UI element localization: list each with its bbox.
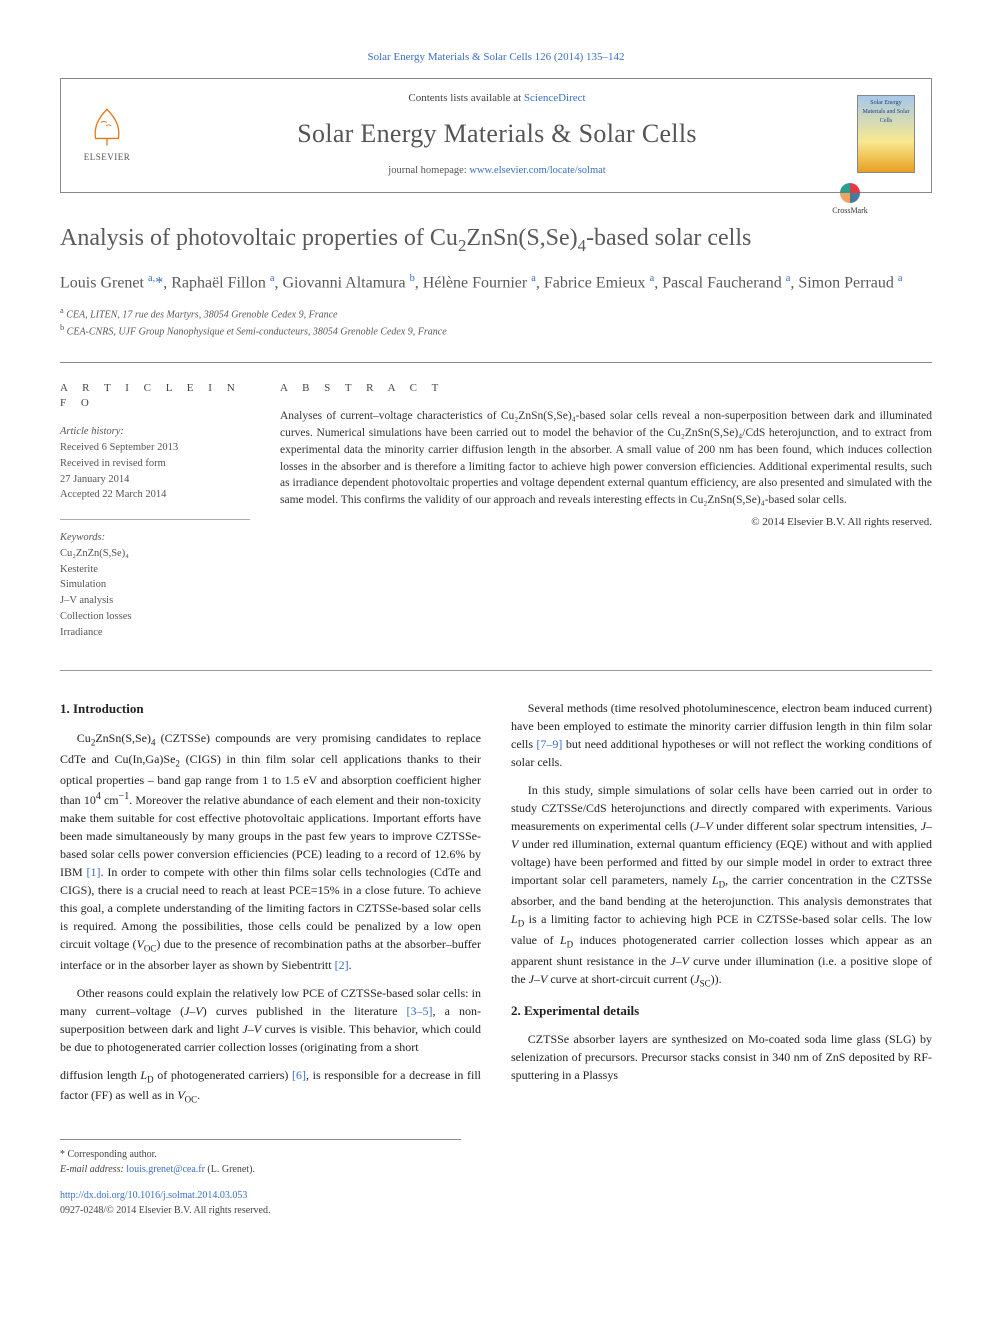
keyword: Collection losses: [60, 609, 250, 625]
history-line: Received 6 September 2013: [60, 440, 250, 456]
article-history: Article history: Received 6 September 20…: [60, 424, 250, 503]
paragraph: diffusion length LD of photogenerated ca…: [60, 1066, 481, 1108]
elsevier-tree-icon: [85, 105, 129, 149]
contents-line: Contents lists available at ScienceDirec…: [137, 91, 857, 107]
divider: [60, 670, 932, 671]
keyword: Simulation: [60, 577, 250, 593]
section-heading-1: 1. Introduction: [60, 699, 481, 719]
divider: [60, 519, 250, 520]
divider: [60, 362, 932, 363]
history-line: 27 January 2014: [60, 472, 250, 488]
corresponding-author-footer: * Corresponding author. E-mail address: …: [60, 1139, 461, 1218]
keyword: Irradiance: [60, 625, 250, 641]
crossmark-icon: [840, 183, 860, 203]
keyword: Cu₂ZnZn(S,Se)₄: [60, 546, 250, 562]
email-link[interactable]: louis.grenet@cea.fr: [126, 1164, 205, 1175]
affiliation-line: a CEA, LITEN, 17 rue des Martyrs, 38054 …: [60, 305, 932, 322]
article-title: Analysis of photovoltaic properties of C…: [60, 223, 932, 257]
sciencedirect-link[interactable]: ScienceDirect: [524, 92, 586, 104]
publisher-label: ELSEVIER: [84, 151, 131, 164]
ref-link[interactable]: [1]: [87, 865, 101, 879]
elsevier-logo: ELSEVIER: [77, 99, 137, 169]
abstract-text: Analyses of current–voltage characterist…: [280, 408, 932, 508]
journal-header: ELSEVIER Contents lists available at Sci…: [60, 78, 932, 193]
section-heading-2: 2. Experimental details: [511, 1001, 932, 1021]
paragraph: Several methods (time resolved photolumi…: [511, 699, 932, 771]
affiliations: a CEA, LITEN, 17 rue des Martyrs, 38054 …: [60, 305, 932, 340]
running-header: Solar Energy Materials & Solar Cells 126…: [60, 50, 932, 66]
paragraph: Other reasons could explain the relative…: [60, 984, 481, 1056]
issn-line: 0927-0248/© 2014 Elsevier B.V. All right…: [60, 1205, 270, 1216]
paragraph: CZTSSe absorber layers are synthesized o…: [511, 1030, 932, 1084]
ref-link[interactable]: [2]: [335, 958, 349, 972]
keywords-block: Keywords: Cu₂ZnZn(S,Se)₄KesteriteSimulat…: [60, 530, 250, 640]
ref-link[interactable]: [3–5]: [407, 1004, 433, 1018]
paragraph: Cu2ZnSn(S,Se)4 (CZTSSe) compounds are ve…: [60, 729, 481, 974]
keyword: J–V analysis: [60, 593, 250, 609]
article-info-label: a r t i c l e i n f o: [60, 381, 250, 413]
abstract-label: a b s t r a c t: [280, 381, 932, 397]
body-text: 1. Introduction Cu2ZnSn(S,Se)4 (CZTSSe) …: [60, 699, 932, 1107]
paragraph: In this study, simple simulations of sol…: [511, 781, 932, 991]
authors-list: Louis Grenet a,*, Raphaël Fillon a, Giov…: [60, 271, 932, 295]
email-paren: (L. Grenet).: [207, 1164, 254, 1175]
homepage-link[interactable]: www.elsevier.com/locate/solmat: [469, 165, 605, 176]
history-line: Received in revised form: [60, 456, 250, 472]
keyword: Kesterite: [60, 562, 250, 578]
ref-link[interactable]: [6]: [292, 1068, 306, 1082]
doi-link[interactable]: http://dx.doi.org/10.1016/j.solmat.2014.…: [60, 1190, 247, 1201]
crossmark-badge[interactable]: CrossMark: [828, 183, 872, 217]
affiliation-line: b CEA-CNRS, UJF Group Nanophysique et Se…: [60, 322, 932, 339]
ref-link[interactable]: [7–9]: [536, 737, 562, 751]
journal-cover-thumbnail: Solar Energy Materials and Solar Cells: [857, 95, 915, 173]
copyright-line: © 2014 Elsevier B.V. All rights reserved…: [280, 515, 932, 531]
crossmark-label: CrossMark: [832, 206, 868, 215]
email-label: E-mail address:: [60, 1164, 124, 1175]
corresponding-label: * Corresponding author.: [60, 1148, 461, 1163]
journal-name: Solar Energy Materials & Solar Cells: [137, 115, 857, 153]
history-line: Accepted 22 March 2014: [60, 487, 250, 503]
homepage-line: journal homepage: www.elsevier.com/locat…: [137, 163, 857, 178]
